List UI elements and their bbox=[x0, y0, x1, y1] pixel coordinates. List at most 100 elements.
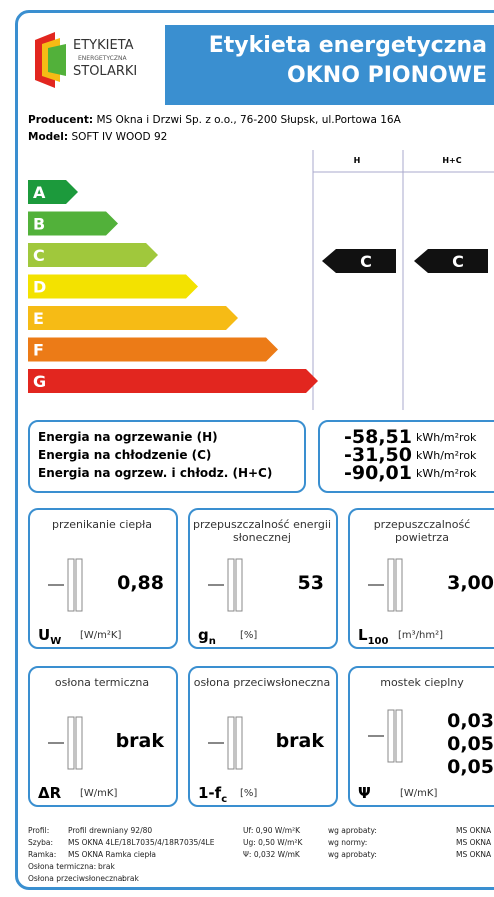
tile-icon bbox=[208, 716, 243, 770]
class-bar bbox=[28, 243, 158, 267]
energy-value: -58,51 bbox=[344, 426, 412, 448]
footer-text: Ψ: 0,032 W/mK bbox=[243, 850, 300, 859]
tile-value: 0,88 bbox=[117, 572, 164, 594]
footer-text: wg normy: bbox=[328, 838, 368, 847]
tile-symbol: Ψ bbox=[358, 784, 371, 802]
tile-title: osłona przeciwsłoneczna bbox=[193, 676, 331, 689]
tile: osłona termiczna brak ΔR [W/mK] bbox=[28, 666, 178, 807]
frame bbox=[15, 10, 494, 890]
footer-text: MS OKNA bbox=[456, 838, 492, 847]
profile bbox=[67, 558, 75, 612]
rating-arrow bbox=[414, 249, 488, 273]
symbol-sub: 100 bbox=[367, 636, 389, 647]
footer-text: Osłona termiczna: bbox=[28, 862, 97, 871]
class-label: A bbox=[33, 183, 46, 202]
footer-text: Uf: 0,90 W/m²K bbox=[243, 826, 301, 835]
tile-value: 53 bbox=[297, 572, 324, 594]
footer-text: Ramka: bbox=[28, 850, 57, 859]
footer-text: brak bbox=[122, 874, 139, 883]
footer-text: MS OKNA 4LE/18L7035/4/18R7035/4LE bbox=[68, 838, 215, 847]
column-header: H+C bbox=[442, 156, 461, 165]
footer-text: Profil: bbox=[28, 826, 50, 835]
profile bbox=[67, 716, 75, 770]
rating: C bbox=[452, 252, 464, 271]
symbol: 1-f bbox=[198, 784, 222, 802]
tile-title: przepuszczalność energii słonecznej bbox=[192, 518, 332, 544]
tile-icon bbox=[48, 558, 83, 612]
profile bbox=[227, 558, 235, 612]
model: Model: SOFT IV WOOD 92 bbox=[28, 131, 167, 143]
tile-icon bbox=[48, 716, 83, 770]
energy-label: Energia na chłodzenie (C) bbox=[38, 448, 212, 462]
class-label: F bbox=[33, 341, 44, 360]
tile-symbol: UW bbox=[38, 626, 61, 647]
energy-value: -90,01 bbox=[344, 462, 412, 484]
column-header: H bbox=[354, 156, 361, 165]
symbol-sub: c bbox=[221, 794, 228, 805]
tile-icon bbox=[368, 709, 403, 763]
energy-label: Energia na ogrzew. i chłodz. (H+C) bbox=[38, 466, 273, 480]
tile-symbol: 1-fc bbox=[198, 784, 227, 805]
profile bbox=[395, 558, 403, 612]
symbol-sub: W bbox=[50, 636, 62, 647]
footer-text: MS OKNA bbox=[456, 850, 492, 859]
tile-symbol: ΔR bbox=[38, 784, 61, 802]
rating: C bbox=[360, 252, 372, 271]
profile bbox=[75, 716, 83, 770]
symbol: Ψ bbox=[358, 784, 371, 802]
class-label: C bbox=[33, 246, 45, 265]
energy-value: -31,50 bbox=[344, 444, 412, 466]
footer-text: wg aprobaty: bbox=[328, 826, 377, 835]
tile-value: brak bbox=[275, 730, 324, 752]
symbol: g bbox=[198, 626, 209, 644]
class-label: D bbox=[33, 278, 46, 297]
class-bar bbox=[28, 211, 118, 236]
header-band: Etykieta energetyczna OKNO PIONOWE bbox=[165, 25, 494, 105]
tile-unit: [W/m²K] bbox=[80, 630, 122, 641]
symbol-sub: n bbox=[208, 636, 216, 647]
logo-icon bbox=[35, 32, 66, 88]
tile-title: przenikanie ciepła bbox=[51, 518, 152, 531]
profile bbox=[235, 716, 243, 770]
class-bar bbox=[28, 337, 278, 362]
tile: mostek cieplny 0,03 0,05 0,05 Ψ [W/mK] bbox=[348, 666, 494, 807]
class-label: G bbox=[33, 372, 46, 391]
label: Model: bbox=[28, 131, 69, 143]
class-bar bbox=[28, 274, 198, 299]
tile-value: brak bbox=[115, 730, 164, 752]
symbol: ΔR bbox=[38, 784, 62, 802]
tile-icon bbox=[208, 558, 243, 612]
tile-unit: [%] bbox=[240, 788, 258, 799]
symbol: L bbox=[358, 626, 368, 644]
logo-text: ETYKIETA bbox=[73, 38, 134, 53]
footer-text: MS OKNA Ramka ciepła bbox=[68, 850, 157, 859]
tile-unit: [W/mK] bbox=[80, 788, 118, 799]
footer-text: MS OKNA bbox=[456, 826, 492, 835]
energy-box bbox=[318, 420, 494, 493]
profile bbox=[387, 709, 395, 763]
tile: osłona przeciwsłoneczna brak 1-fc [%] bbox=[188, 666, 338, 807]
footer-text: Szyba: bbox=[28, 838, 54, 847]
profile bbox=[227, 716, 235, 770]
tile-icon bbox=[368, 558, 403, 612]
tile-title: mostek cieplny bbox=[380, 676, 464, 689]
energy-box bbox=[28, 420, 306, 493]
tile-value: 0,03 bbox=[447, 710, 494, 732]
tile: przepuszczalność powietrza 3,00 L100 [m³/hm… bbox=[348, 508, 494, 649]
tile-title: osłona termiczna bbox=[54, 676, 150, 689]
logo-text: ENERGETYCZNA bbox=[78, 55, 127, 62]
energy-unit: kWh/m²rok bbox=[416, 431, 477, 444]
footer-text: wg aprobaty: bbox=[328, 850, 377, 859]
class-bar bbox=[28, 180, 78, 204]
energy-unit: kWh/m²rok bbox=[416, 467, 477, 480]
footer-text: brak bbox=[98, 862, 115, 871]
subtitle: OKNO PIONOWE bbox=[287, 63, 487, 88]
profile bbox=[235, 558, 243, 612]
symbol: U bbox=[38, 626, 51, 644]
profile bbox=[75, 558, 83, 612]
footer-text: Profil drewniany 92/80 bbox=[68, 826, 153, 835]
title: Etykieta energetyczna bbox=[208, 33, 487, 58]
energy-label: Energia na ogrzewanie (H) bbox=[38, 430, 218, 444]
value: MS Okna i Drzwi Sp. z o.o., 76-200 Słups… bbox=[96, 114, 401, 126]
